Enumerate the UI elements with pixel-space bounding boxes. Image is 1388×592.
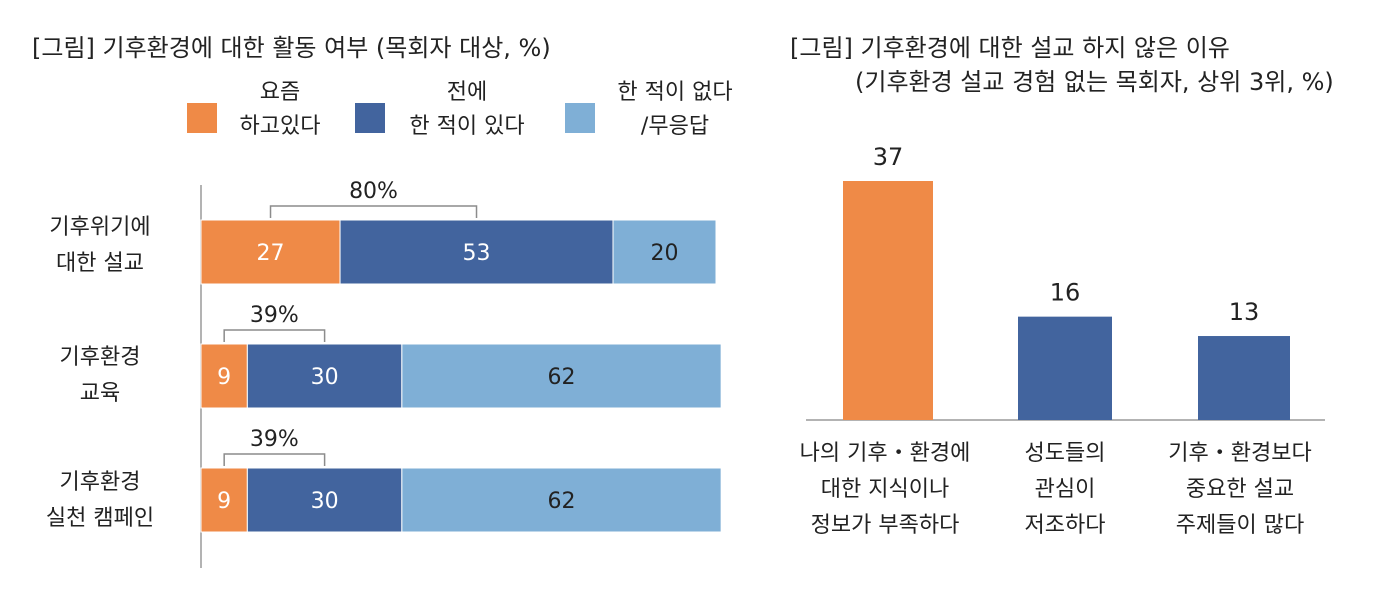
bar-value-recent-2: 9 xyxy=(217,365,231,390)
bar-never-3 xyxy=(401,467,722,533)
right-bar-chart: 37 16 13 xyxy=(806,143,1325,421)
right-bar-value-1: 37 xyxy=(873,143,904,171)
legend-swatch-past xyxy=(355,103,385,133)
bar-past-3 xyxy=(246,467,403,533)
bar-value-past-1: 53 xyxy=(463,241,491,266)
bar-recent-3 xyxy=(200,467,248,533)
left-chart-title: [그림] 기후환경에 대한 활동 여부 (목회자 대상, %) xyxy=(32,34,551,62)
left-category-label-2: 기후환경 교육 xyxy=(59,345,141,406)
right-bar-1 xyxy=(843,181,933,420)
bar-never-2 xyxy=(401,343,722,409)
legend-label-past: 전에 한 적이 있다 xyxy=(409,80,525,139)
right-chart-title: [그림] 기후환경에 대한 설교 하지 않은 이유 xyxy=(790,34,1230,62)
right-chart-subtitle: (기후환경 설교 경험 없는 목회자, 상위 3위, %) xyxy=(855,68,1334,96)
right-category-label-1: 나의 기후・환경에 대한 지식이나 정보가 부족하다 xyxy=(799,441,971,538)
bar-past-1 xyxy=(339,219,614,285)
bar-value-past-2: 30 xyxy=(311,365,339,390)
total-label-3: 39% xyxy=(250,427,299,452)
total-label-1: 80% xyxy=(349,179,398,204)
bar-recent-1 xyxy=(200,219,341,285)
total-label-2: 39% xyxy=(250,303,299,328)
right-category-label-3: 기후・환경보다 중요한 설교 주제들이 많다 xyxy=(1168,441,1312,538)
legend-swatch-recent xyxy=(187,103,217,133)
left-stacked-bar-chart: 27 53 20 80% 9 30 62 39% 9 30 62 39% xyxy=(200,179,722,568)
legend-label-never: 한 적이 없다 /무응답 xyxy=(617,80,733,139)
bar-value-recent-1: 27 xyxy=(257,241,285,266)
left-category-label-1: 기후위기에 대한 설교 xyxy=(49,215,151,276)
legend-swatch-never xyxy=(565,103,595,133)
right-bar-value-3: 13 xyxy=(1229,298,1260,326)
total-bracket-3 xyxy=(223,453,326,466)
left-category-label-3: 기후환경 실천 캠페인 xyxy=(45,470,155,531)
legend-label-recent: 요즘 하고있다 xyxy=(239,80,321,139)
bar-past-2 xyxy=(246,343,403,409)
bar-never-1 xyxy=(612,219,717,285)
right-category-label-2: 성도들의 관심이 저조하다 xyxy=(1024,441,1106,538)
bar-value-never-1: 20 xyxy=(651,241,679,266)
total-bracket-1 xyxy=(269,205,478,218)
bar-value-recent-3: 9 xyxy=(217,489,231,514)
right-bar-value-2: 16 xyxy=(1050,279,1081,307)
bar-value-past-3: 30 xyxy=(311,489,339,514)
total-bracket-2 xyxy=(223,329,326,342)
bar-value-never-2: 62 xyxy=(548,365,576,390)
bar-recent-2 xyxy=(200,343,248,409)
bar-value-never-3: 62 xyxy=(548,489,576,514)
right-bar-3 xyxy=(1198,336,1290,420)
right-bar-2 xyxy=(1018,316,1112,420)
